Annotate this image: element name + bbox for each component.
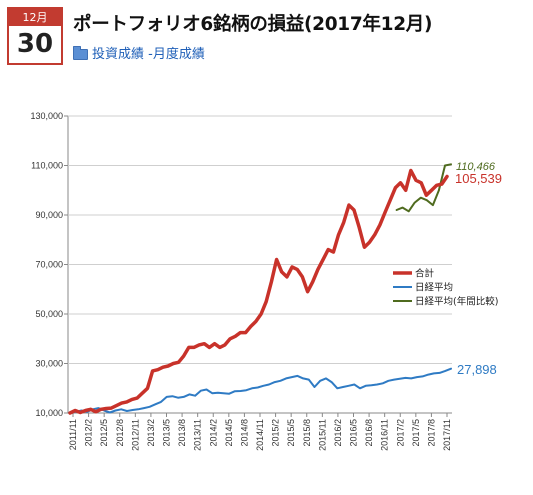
post-date-badge: 12月 30	[7, 7, 63, 65]
post-categories-label[interactable]: 投資成績 -月度成績	[92, 47, 205, 62]
x-tick-label: 2016/8	[364, 419, 374, 447]
legend-label: 日経平均(年間比較)	[415, 296, 498, 308]
x-tick-label: 2017/2	[395, 419, 405, 447]
y-tick-label: 10,000	[35, 408, 63, 418]
x-tick-label: 2015/11	[317, 419, 327, 451]
x-tick-label: 2013/2	[146, 419, 156, 447]
post-title[interactable]: ポートフォリオ6銘柄の損益(2017年12月)	[73, 14, 433, 35]
x-tick-label: 2015/5	[286, 419, 296, 447]
x-tick-label: 2012/11	[130, 419, 140, 451]
legend-label: 日経平均	[415, 282, 453, 294]
x-tick-label: 2016/5	[349, 419, 359, 447]
y-tick-label: 110,000	[31, 161, 63, 171]
y-tick-label: 50,000	[35, 309, 63, 319]
x-tick-label: 2014/11	[255, 419, 265, 451]
x-tick-label: 2016/11	[380, 419, 390, 451]
x-tick-label: 2014/5	[224, 419, 234, 447]
series-line-total	[68, 168, 449, 415]
x-tick-label: 2013/5	[162, 419, 172, 447]
post-categories[interactable]: 投資成績 -月度成績	[73, 43, 205, 62]
x-tick-label: 2011/11	[68, 419, 78, 450]
x-tick-label: 2017/5	[411, 419, 421, 447]
folder-icon	[73, 46, 88, 60]
end-label-nikkei: 27,898	[457, 362, 497, 377]
end-label-nikkei-annual: 110,466	[456, 161, 496, 173]
x-tick-label: 2015/8	[302, 419, 312, 447]
y-tick-label: 30,000	[35, 359, 63, 369]
chart-grid	[67, 115, 452, 414]
x-tick-label: 2013/8	[177, 419, 187, 447]
end-label-total: 105,539	[455, 171, 502, 186]
y-tick-label: 70,000	[35, 260, 63, 270]
x-tick-label: 2016/2	[333, 419, 343, 447]
x-tick-label: 2017/11	[442, 419, 452, 451]
y-tick-label: 90,000	[35, 210, 63, 220]
post-date-month: 12月	[9, 9, 61, 26]
x-tick-label: 2013/11	[193, 419, 203, 451]
chart-x-axis: 2011/11 2012/2 2012/5 2012/8 2012/11 2013/2 20…	[68, 413, 452, 451]
y-tick-label: 130,000	[30, 111, 63, 121]
x-tick-label: 2012/2	[84, 419, 94, 447]
x-tick-label: 2015/2	[271, 419, 281, 447]
x-tick-label: 2012/8	[115, 419, 125, 447]
x-tick-label: 2014/2	[208, 419, 218, 447]
chart-series	[68, 163, 452, 415]
legend-label: 合計	[415, 268, 435, 280]
series-line-nikkei-annual	[395, 163, 452, 213]
post-date-day: 30	[16, 29, 54, 59]
x-tick-label: 2014/8	[239, 419, 249, 447]
x-tick-label: 2017/8	[426, 419, 436, 447]
chart-y-axis: 10,000 30,000 50,000 70,000 90,000 110,000 130…	[30, 111, 68, 418]
x-tick-label: 2012/5	[99, 419, 109, 447]
series-line-nikkei	[69, 367, 452, 414]
